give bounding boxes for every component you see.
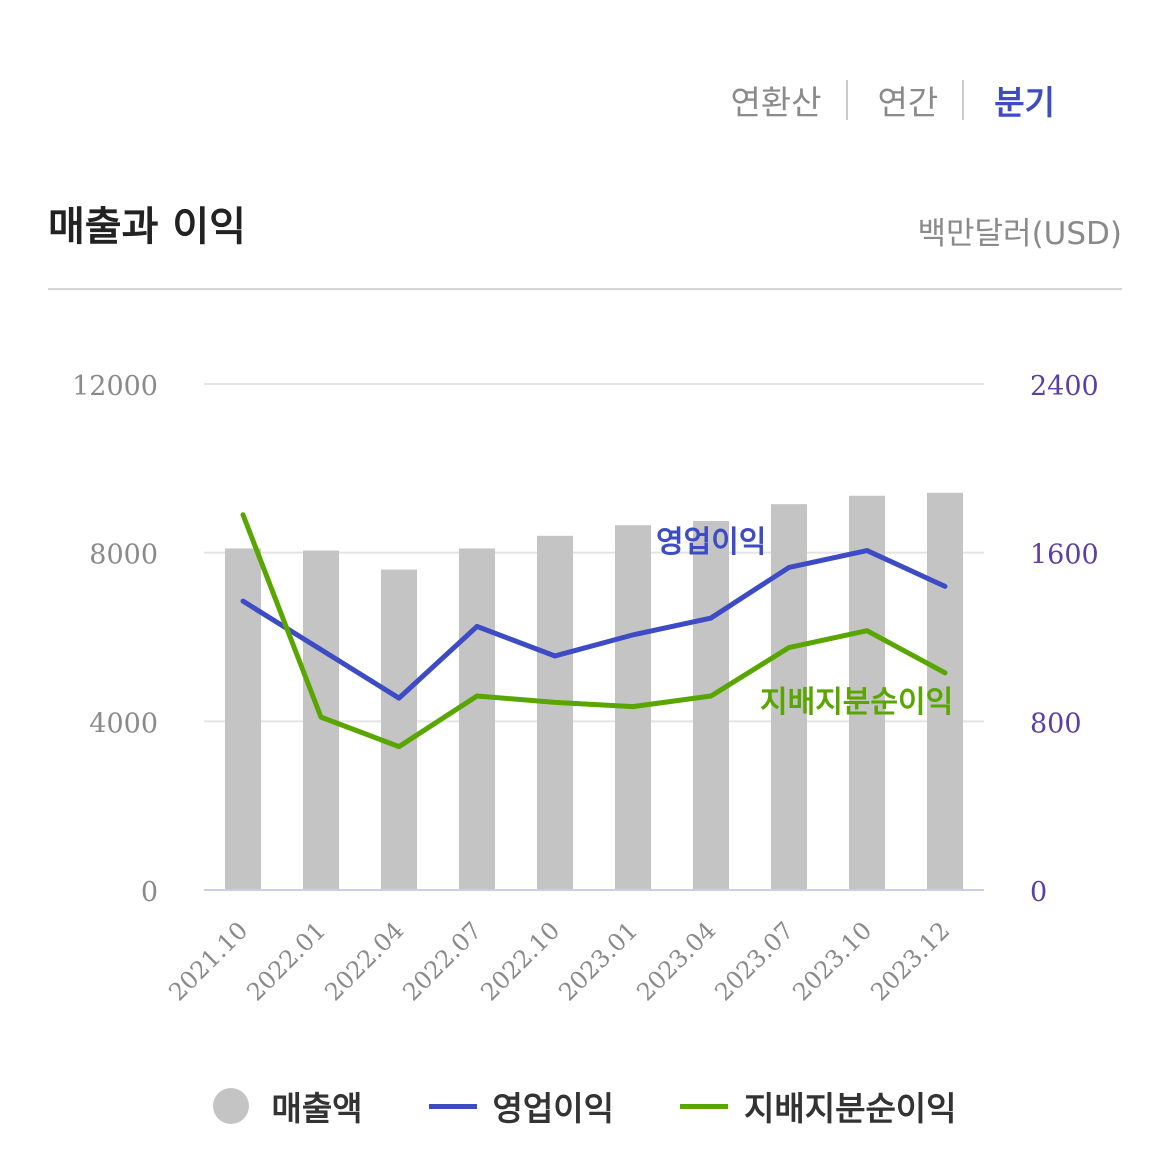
x-tick-label: 2022.01 [241, 916, 331, 1006]
x-tick-label: 2023.07 [709, 916, 799, 1006]
y-right-tick-label: 2400 [1030, 371, 1099, 402]
x-tick-label: 2023.12 [865, 916, 955, 1006]
x-tick-label: 2022.07 [397, 916, 487, 1006]
tab-divider [962, 80, 965, 120]
legend-item-net[interactable]: 지배지분순이익 [680, 1082, 957, 1130]
x-tick-label: 2023.04 [631, 916, 721, 1006]
x-tick-label: 2022.04 [319, 916, 409, 1006]
y-right-tick-label: 1600 [1030, 540, 1099, 571]
revenue-bar [459, 548, 495, 890]
revenue-bar [849, 495, 885, 890]
legend-label-net: 지배지분순이익 [744, 1089, 957, 1128]
legend-item-revenue[interactable]: 매출액 [213, 1082, 363, 1130]
net-income-series-label: 지배지분순이익 [760, 685, 953, 720]
operating-income-series-label: 영업이익 [656, 525, 766, 560]
y-left-tick-label: 4000 [89, 708, 158, 739]
revenue-bar [381, 569, 417, 890]
net-income-line [240, 512, 948, 750]
y-right-tick-label: 0 [1030, 877, 1047, 908]
chart-title: 매출과 이익 [48, 204, 246, 250]
revenue-bar [225, 548, 261, 890]
operating-income-line [240, 548, 948, 701]
revenue-bar [537, 535, 573, 890]
y-left-tick-label: 8000 [89, 540, 158, 571]
y-right-tick-label: 800 [1030, 708, 1082, 739]
tab-annual[interactable]: 연간 [877, 83, 939, 122]
y-left-tick-label: 12000 [72, 371, 158, 402]
legend-swatch-operating [428, 1103, 477, 1109]
revenue-bar [927, 492, 963, 890]
tab-quarterly[interactable]: 분기 [994, 83, 1055, 122]
legend-swatch-net [680, 1103, 728, 1109]
y-left-tick-label: 0 [141, 877, 158, 908]
tab-divider [845, 80, 848, 120]
x-tick-label: 2023.10 [787, 916, 877, 1006]
legend-item-operating[interactable]: 영업이익 [428, 1082, 614, 1130]
legend-swatch-revenue [213, 1088, 250, 1124]
legend-label-operating: 영업이익 [492, 1089, 614, 1128]
x-tick-label: 2021.10 [163, 916, 253, 1006]
period-tabs: 연환산 연간 분기 [730, 76, 1055, 124]
x-tick-label: 2023.01 [553, 916, 643, 1006]
tab-annualized[interactable]: 연환산 [730, 83, 822, 122]
revenue-bar [693, 521, 729, 890]
chart-legend: 매출액 영업이익 지배지분순이익 [0, 1082, 1170, 1130]
chart-header: 매출과 이익 백만달러(USD) [48, 190, 1122, 290]
unit-label: 백만달러(USD) [917, 216, 1122, 252]
x-tick-label: 2022.10 [475, 916, 565, 1006]
legend-label-revenue: 매출액 [271, 1089, 363, 1128]
